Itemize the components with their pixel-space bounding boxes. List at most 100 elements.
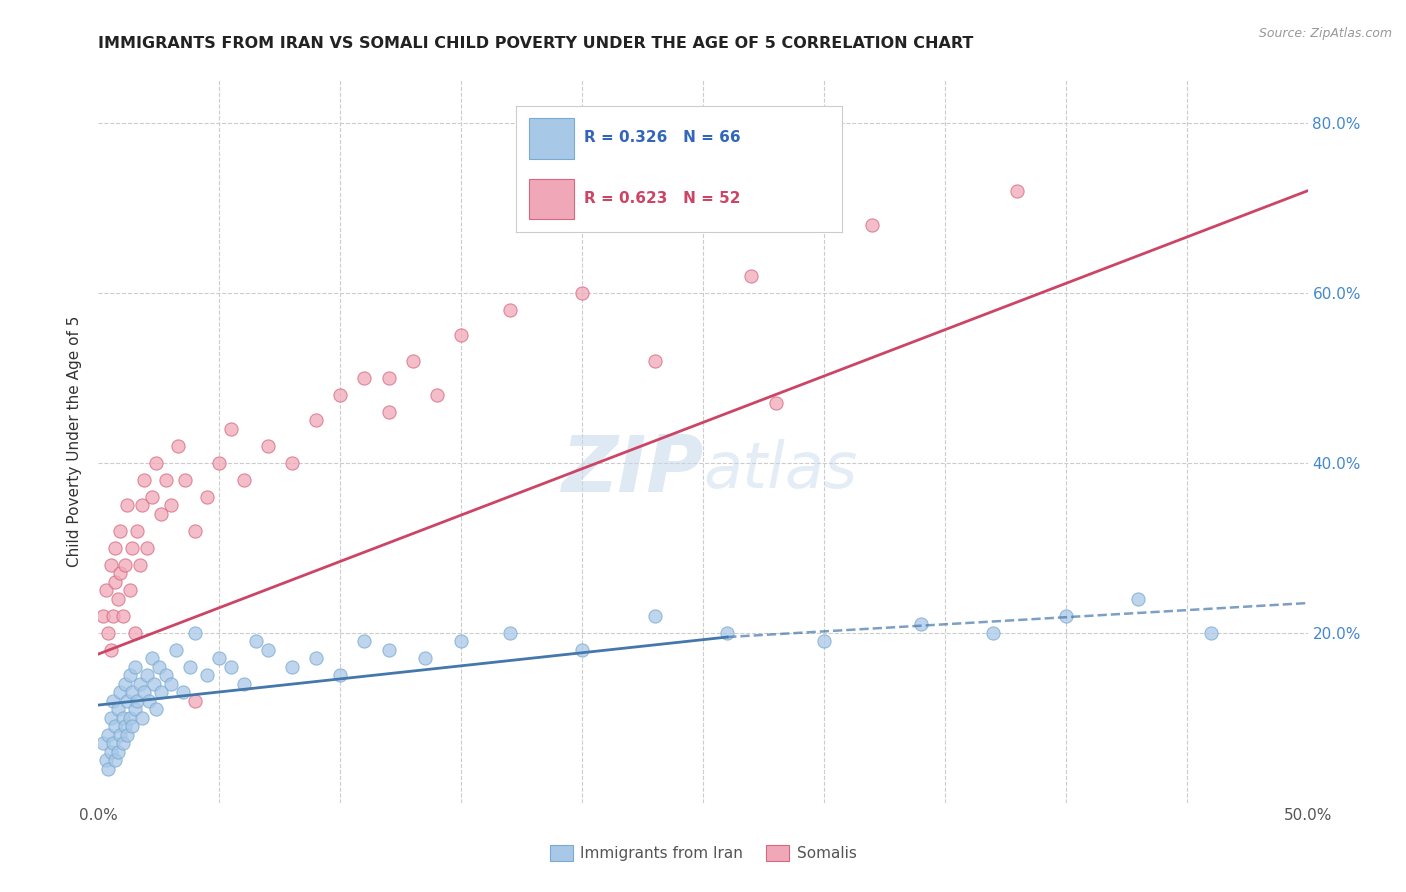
Point: [124, 660, 146, 674]
Point: [172, 685, 194, 699]
Point: [124, 702, 146, 716]
Point: [155, 473, 177, 487]
Point: [174, 473, 197, 487]
Point: [111, 608, 134, 623]
Point: [114, 719, 136, 733]
Point: [131, 711, 153, 725]
Point: [498, 302, 520, 317]
Point: [138, 694, 160, 708]
Point: [184, 524, 207, 538]
Legend: Immigrants from Iran, Somalis: Immigrants from Iran, Somalis: [544, 839, 862, 867]
Point: [256, 642, 278, 657]
Point: [426, 388, 449, 402]
Point: [145, 702, 167, 716]
Point: [94, 583, 117, 598]
Point: [128, 677, 150, 691]
Point: [104, 719, 127, 733]
Point: [100, 558, 122, 572]
Point: [195, 668, 218, 682]
Point: [160, 498, 183, 512]
Point: [104, 574, 127, 589]
Text: atlas: atlas: [703, 440, 858, 501]
Point: [305, 413, 328, 427]
Point: [353, 371, 375, 385]
Point: [107, 591, 129, 606]
Point: [145, 456, 167, 470]
Point: [131, 498, 153, 512]
Point: [160, 677, 183, 691]
Point: [305, 651, 328, 665]
Point: [413, 651, 436, 665]
Point: [104, 541, 127, 555]
Point: [281, 660, 304, 674]
Point: [118, 668, 141, 682]
Point: [121, 719, 143, 733]
Point: [114, 558, 136, 572]
Point: [150, 685, 173, 699]
Point: [329, 388, 352, 402]
Point: [765, 396, 787, 410]
Point: [134, 473, 156, 487]
Point: [281, 456, 304, 470]
Point: [1199, 625, 1222, 640]
Point: [141, 490, 163, 504]
Text: Source: ZipAtlas.com: Source: ZipAtlas.com: [1258, 27, 1392, 40]
Point: [450, 328, 472, 343]
Point: [1054, 608, 1077, 623]
Point: [329, 668, 352, 682]
Point: [118, 583, 141, 598]
Point: [208, 651, 231, 665]
Point: [981, 625, 1004, 640]
Point: [498, 625, 520, 640]
Point: [91, 736, 114, 750]
Point: [716, 625, 738, 640]
Point: [101, 736, 124, 750]
Point: [155, 668, 177, 682]
Point: [377, 642, 399, 657]
Point: [221, 660, 243, 674]
Point: [167, 439, 190, 453]
Point: [94, 753, 117, 767]
Point: [208, 456, 231, 470]
Point: [124, 625, 146, 640]
Point: [150, 507, 173, 521]
Point: [184, 625, 207, 640]
Point: [256, 439, 278, 453]
Point: [97, 762, 120, 776]
Point: [165, 642, 187, 657]
Text: ZIP: ZIP: [561, 433, 703, 508]
Text: IMMIGRANTS FROM IRAN VS SOMALI CHILD POVERTY UNDER THE AGE OF 5 CORRELATION CHAR: IMMIGRANTS FROM IRAN VS SOMALI CHILD POV…: [98, 36, 974, 51]
Point: [118, 711, 141, 725]
Point: [143, 677, 166, 691]
Point: [128, 558, 150, 572]
Point: [860, 218, 883, 232]
Point: [195, 490, 218, 504]
Point: [245, 634, 267, 648]
Point: [402, 353, 425, 368]
Point: [97, 625, 120, 640]
Point: [104, 753, 127, 767]
Point: [91, 608, 114, 623]
Point: [1128, 591, 1150, 606]
Point: [114, 677, 136, 691]
Point: [100, 711, 122, 725]
Point: [644, 608, 666, 623]
Point: [108, 685, 131, 699]
Point: [644, 353, 666, 368]
Point: [117, 498, 139, 512]
Point: [377, 405, 399, 419]
Point: [450, 634, 472, 648]
Point: [100, 642, 122, 657]
Point: [135, 541, 157, 555]
Point: [101, 608, 124, 623]
Point: [179, 660, 201, 674]
Point: [232, 473, 254, 487]
Point: [107, 745, 129, 759]
Point: [141, 651, 163, 665]
Point: [571, 642, 593, 657]
Point: [221, 422, 243, 436]
Point: [910, 617, 932, 632]
Point: [117, 728, 139, 742]
Point: [111, 711, 134, 725]
Point: [101, 694, 124, 708]
